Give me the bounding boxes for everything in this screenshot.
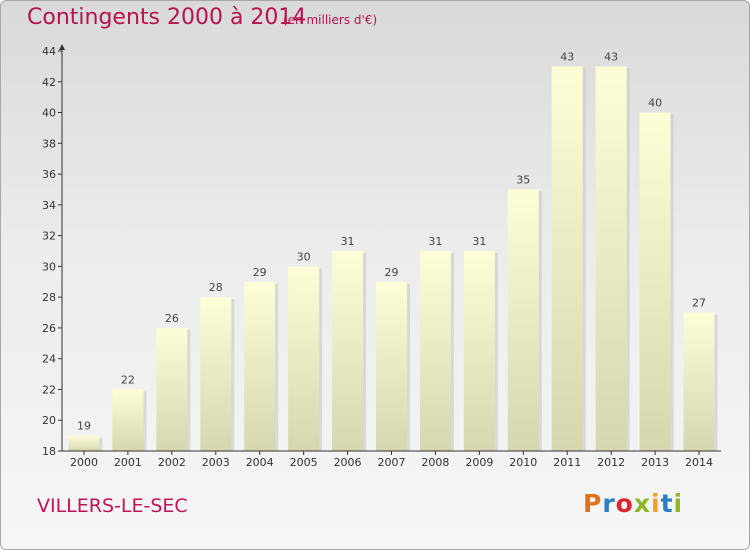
bar-2008: [419, 251, 451, 451]
logo-letter: o: [615, 489, 634, 518]
y-tick-label-34: 34: [42, 199, 56, 212]
data-label-2003: 28: [209, 281, 223, 294]
bar-2013: [639, 112, 671, 452]
data-label-2008: 31: [428, 235, 442, 248]
bar-2010: [507, 189, 539, 451]
y-tick-label-44: 44: [42, 45, 56, 58]
commune-name: VILLERS-LE-SEC: [37, 495, 188, 517]
data-label-2009: 31: [472, 235, 486, 248]
x-tick-label-2004: 2004: [246, 456, 274, 469]
axes-group: 2000 2001 2002 2003 2004 2005 2006 2007 2008 2009…: [42, 44, 721, 469]
y-axis-arrow-icon: [59, 44, 65, 50]
logo-letter: t: [660, 489, 674, 518]
y-tick-label-36: 36: [42, 168, 56, 181]
x-tick-label-2002: 2002: [158, 456, 186, 469]
bar-2007: [376, 281, 407, 451]
y-tick-label-18: 18: [42, 445, 56, 458]
logo-letter: x: [633, 489, 651, 518]
data-label-2000: 19: [77, 420, 91, 433]
y-tick-label-24: 24: [42, 353, 56, 366]
y-tick-label-22: 22: [42, 383, 56, 396]
y-tick-label-20: 20: [42, 414, 56, 427]
y-tick-label-32: 32: [42, 230, 56, 243]
bar-2014: [683, 312, 715, 451]
x-tick-label-2009: 2009: [465, 456, 493, 469]
data-label-2011: 43: [560, 50, 574, 63]
data-label-2013: 40: [648, 97, 662, 110]
x-tick-label-2007: 2007: [378, 456, 406, 469]
logo-letter: i: [673, 489, 684, 518]
data-label-2002: 26: [165, 312, 179, 325]
x-tick-label-2006: 2006: [334, 456, 362, 469]
y-tick-label-42: 42: [42, 76, 56, 89]
bar-2002: [156, 327, 188, 451]
logo-letter: P: [583, 489, 603, 518]
bar-2006: [332, 251, 364, 451]
y-tick-label-30: 30: [42, 260, 56, 273]
y-tick-label-40: 40: [42, 107, 56, 120]
bar-2004: [244, 281, 276, 451]
x-tick-label-2008: 2008: [421, 456, 449, 469]
x-tick-label-2014: 2014: [685, 456, 713, 469]
x-tick-label-2012: 2012: [597, 456, 625, 469]
x-tick-label-2011: 2011: [553, 456, 581, 469]
data-label-2010: 35: [516, 173, 530, 186]
data-label-2001: 22: [121, 373, 135, 386]
data-label-2012: 43: [604, 50, 618, 63]
bar-2003: [200, 297, 232, 451]
chart-title: Contingents 2000 à 2014: [27, 5, 307, 30]
bar-2012: [595, 66, 627, 451]
y-tick-label-28: 28: [42, 291, 56, 304]
data-label-2006: 31: [341, 235, 355, 248]
x-tick-label-2013: 2013: [641, 456, 669, 469]
y-tick-label-38: 38: [42, 137, 56, 150]
bar-2000: [68, 435, 100, 451]
x-tick-label-2005: 2005: [290, 456, 318, 469]
data-label-2007: 29: [385, 266, 399, 279]
logo-letter: i: [651, 489, 661, 518]
chart-subtitle: (en milliers d'€): [283, 13, 378, 27]
x-tick-label-2000: 2000: [70, 456, 98, 469]
data-label-2005: 30: [297, 250, 311, 263]
bar-2001: [112, 389, 144, 451]
logo-letter: r: [602, 489, 616, 518]
data-label-2004: 29: [253, 266, 267, 279]
bar-2009: [463, 251, 495, 451]
bar-2005: [288, 266, 320, 451]
x-tick-label-2010: 2010: [509, 456, 537, 469]
proxiti-logo[interactable]: Proxiti: [583, 489, 683, 518]
bar-2011: [551, 66, 583, 451]
y-tick-label-26: 26: [42, 322, 56, 335]
bars-group: 19 22 26 28 29 30 31 29 31 31 35 43 43 40 27: [68, 50, 718, 452]
x-tick-label-2003: 2003: [202, 456, 230, 469]
data-label-2014: 27: [692, 297, 706, 310]
x-tick-label-2001: 2001: [114, 456, 142, 469]
